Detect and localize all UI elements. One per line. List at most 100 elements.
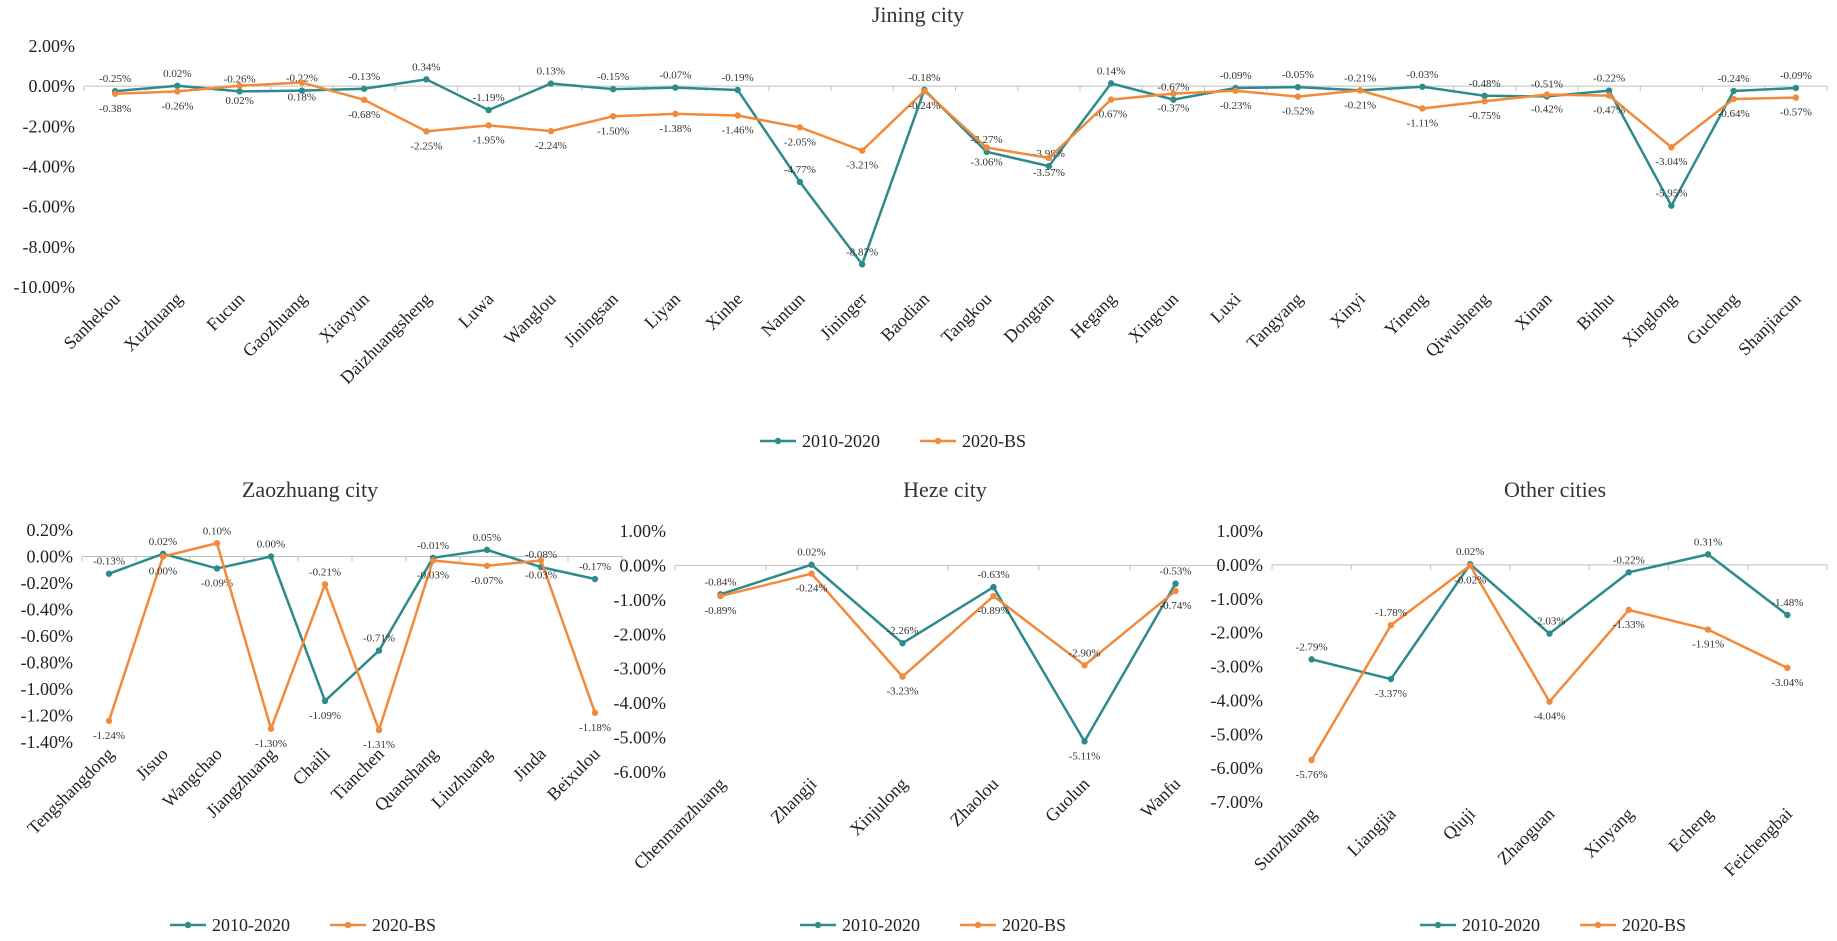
- zaozhuang-series-2-line: [107, 542, 597, 732]
- jining-xtick-label: Xinan: [1510, 289, 1555, 334]
- jining-series-1-data-label: -0.51%: [1531, 78, 1563, 90]
- other-xtick-label: Xinyang: [1580, 804, 1638, 862]
- heze-xtick-label: Chenmanzhuang: [630, 774, 730, 874]
- heze-ytick: -6.00%: [614, 762, 667, 782]
- jining-series-2-point: [1543, 91, 1551, 98]
- heze-series-2-point: [990, 592, 997, 600]
- heze-series-2-data-label: -0.89%: [704, 605, 736, 617]
- other-series-2-point: [1467, 562, 1474, 569]
- other-xtick-label: Qiuji: [1439, 804, 1479, 844]
- jining-series-2-data-label: -0.24%: [908, 100, 940, 112]
- zaozhuang-series-2-data-label: -1.30%: [255, 738, 287, 750]
- jining-xtick-label: Hegang: [1066, 289, 1120, 343]
- other-xtick-label: Zhaoguan: [1493, 804, 1558, 869]
- heze-legend-label-2: 2020-BS: [1002, 915, 1066, 935]
- other-xtick-label: Feichengbai: [1720, 804, 1796, 880]
- zaozhuang-series-2-data-label: -0.03%: [525, 569, 557, 581]
- zaozhuang-series-1-data-label: -1.09%: [309, 710, 341, 722]
- jining-xtick-label: Xiaoyun: [315, 289, 373, 347]
- zaozhuang-series-1-point: [483, 546, 491, 554]
- jining-series-2-data-label: -2.05%: [784, 136, 816, 148]
- other-ytick: -1.00%: [1211, 589, 1264, 609]
- jining-series-2-point: [1107, 96, 1115, 103]
- jining-series-1-data-label: -0.25%: [99, 73, 131, 85]
- zaozhuang-series-2-point: [483, 562, 491, 569]
- jining-series-2-data-label: -1.46%: [722, 124, 754, 136]
- jining-series-1-data-label: -4.77%: [784, 164, 816, 176]
- zaozhuang-series-2-point: [375, 726, 383, 734]
- jining-xtick-label: Tangkou: [937, 289, 996, 348]
- zaozhuang-series-2-data-label: 0.00%: [149, 566, 177, 578]
- heze-series-2-point: [717, 592, 724, 600]
- heze-series-1-point: [899, 640, 906, 647]
- other-series-1-data-label: 0.31%: [1694, 536, 1722, 548]
- jining-series-2-data-label: -1.38%: [659, 123, 691, 135]
- jining-series-1-data-label: -0.21%: [1344, 72, 1376, 84]
- other-series-1-point: [1784, 611, 1791, 619]
- jining-series-2-data-label: -2.24%: [535, 140, 567, 152]
- jining-xtick-label: Dongtan: [1000, 289, 1058, 347]
- zaozhuang-series-1-point: [105, 570, 113, 577]
- jining-series-2-point: [983, 144, 990, 151]
- jining-legend-marker-2: [934, 437, 942, 445]
- other-series-2-point: [1784, 664, 1791, 672]
- jining-series-2-data-label: -2.25%: [410, 140, 442, 152]
- jining-series-2-point: [298, 79, 306, 86]
- jining-series-1-point: [796, 178, 804, 186]
- jining-xtick-label: Liyan: [640, 289, 684, 333]
- jining-series-2-point: [1232, 87, 1239, 94]
- jining-series-1-data-label: -0.05%: [1282, 69, 1314, 81]
- jining-series-1-data-label: -5.95%: [1655, 188, 1687, 200]
- heze-series-2-data-label: -3.23%: [886, 686, 918, 698]
- other-series-2-data-label: -1.91%: [1692, 639, 1724, 651]
- jining-series-1-point: [360, 85, 368, 92]
- zaozhuang-xtick-label: Beixulou: [543, 744, 604, 805]
- jining-series-2-point: [360, 96, 368, 104]
- jining-series-2-point: [1481, 98, 1488, 105]
- jining-series-1-point: [485, 106, 492, 114]
- jining-series-1-point: [1668, 202, 1675, 209]
- zaozhuang-series-2-point: [159, 553, 167, 560]
- other-series-2-data-label: -0.02%: [1454, 575, 1486, 587]
- heze-ytick: 1.00%: [620, 521, 667, 541]
- jining-series-2-point: [1419, 105, 1426, 112]
- zaozhuang-ytick: -0.40%: [21, 600, 74, 620]
- other-ytick: -5.00%: [1211, 724, 1264, 744]
- jining-series-2-data-label: -3.06%: [971, 157, 1003, 169]
- zaozhuang-series-1-point: [321, 697, 329, 705]
- heze-series-1-data-label: -0.53%: [1159, 566, 1191, 578]
- other-series-2-line: [1310, 564, 1788, 761]
- zaozhuang-series-2-data-label: -1.31%: [363, 739, 395, 751]
- zaozhuang-ytick: 0.00%: [27, 547, 74, 567]
- jining-series-2-data-label: -0.75%: [1469, 110, 1501, 122]
- other-series-1-data-label: -1.48%: [1771, 597, 1803, 609]
- jining-series-2-data-label: -0.64%: [1718, 108, 1750, 120]
- jining-series-1-data-label: -0.13%: [348, 71, 380, 83]
- zaozhuang-ytick: -0.20%: [21, 573, 74, 593]
- other-series-2-point: [1387, 621, 1395, 629]
- zaozhuang-series-2-point: [213, 540, 221, 547]
- jining-xtick-label: Xinhe: [701, 289, 746, 334]
- other-ytick: -3.00%: [1211, 657, 1264, 677]
- jining-ytick: -6.00%: [23, 197, 76, 217]
- zaozhuang-series-2-point: [321, 581, 329, 588]
- jining-series-2-data-label: -0.67%: [1095, 109, 1127, 121]
- heze-xtick-label: Zhangji: [767, 774, 821, 828]
- jining-xtick-label: Binhu: [1573, 289, 1618, 334]
- heze-series-1-point: [990, 583, 997, 591]
- zaozhuang-series-1-data-label: -0.08%: [525, 549, 557, 561]
- jining-ytick: -2.00%: [23, 116, 76, 136]
- zaozhuang-series-1-data-label: 0.00%: [257, 539, 285, 551]
- other-series-2-data-label: -4.04%: [1533, 711, 1565, 723]
- heze-series-2-data-label: -0.89%: [977, 605, 1009, 617]
- jining-series-2-data-label: -0.52%: [1282, 106, 1314, 118]
- jining-series-2-data-label: -0.42%: [1531, 104, 1563, 116]
- heze-series-2-point: [808, 570, 815, 577]
- jining-series-1-point: [734, 86, 741, 94]
- jining-series-2-data-label: -1.50%: [597, 125, 629, 137]
- jining-series-1-data-label: -0.15%: [597, 71, 629, 83]
- jining-series-2-point: [547, 127, 555, 135]
- heze-xtick-label: Wanfu: [1137, 774, 1185, 822]
